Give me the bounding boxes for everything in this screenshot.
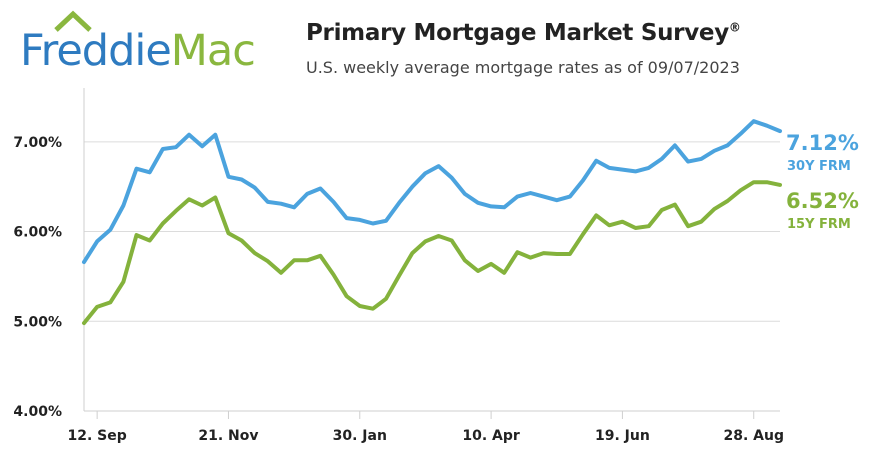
end-labels: 7.12% 30Y FRM 6.52% 15Y FRM bbox=[786, 131, 859, 232]
x-tick-label: 28. Aug bbox=[723, 428, 784, 444]
x-tick-label: 21. Nov bbox=[198, 428, 258, 444]
x-axis: 12. Sep 21. Nov 30. Jan 10. Apr 19. Jun 28. A… bbox=[67, 410, 784, 444]
series-line-15y bbox=[82, 180, 782, 326]
y-axis: 4.00% 5.00% 6.00% 7.00% bbox=[13, 88, 85, 420]
y-tick-label: 7.00% bbox=[13, 135, 62, 151]
series-name-label: 15Y FRM bbox=[787, 217, 851, 232]
x-tick-label: 30. Jan bbox=[333, 428, 387, 444]
logo-part-mac: Mac bbox=[170, 26, 256, 76]
logo-part-freddie: Freddie bbox=[20, 26, 172, 76]
registered-mark: ® bbox=[728, 20, 741, 35]
chart-subtitle: U.S. weekly average mortgage rates as of… bbox=[306, 58, 740, 77]
freddie-mac-logo: FreddieMac bbox=[20, 10, 280, 80]
y-tick-label: 4.00% bbox=[13, 404, 62, 420]
x-tick-label: 10. Apr bbox=[462, 428, 520, 444]
series-lines bbox=[82, 119, 782, 326]
series-line-30y bbox=[82, 119, 782, 265]
y-tick-label: 5.00% bbox=[13, 314, 62, 330]
chart-title: Primary Mortgage Market Survey® bbox=[306, 20, 741, 46]
x-tick-label: 12. Sep bbox=[67, 428, 126, 444]
end-value-label: 7.12% bbox=[786, 131, 859, 155]
chart-title-text: Primary Mortgage Market Survey bbox=[306, 20, 729, 46]
end-value-label: 6.52% bbox=[786, 189, 859, 213]
y-tick-label: 6.00% bbox=[13, 225, 62, 241]
house-roof-icon bbox=[54, 10, 92, 32]
logo-wordmark: FreddieMac bbox=[20, 30, 256, 73]
series-name-label: 30Y FRM bbox=[787, 159, 851, 174]
x-tick-label: 19. Jun bbox=[595, 428, 650, 444]
